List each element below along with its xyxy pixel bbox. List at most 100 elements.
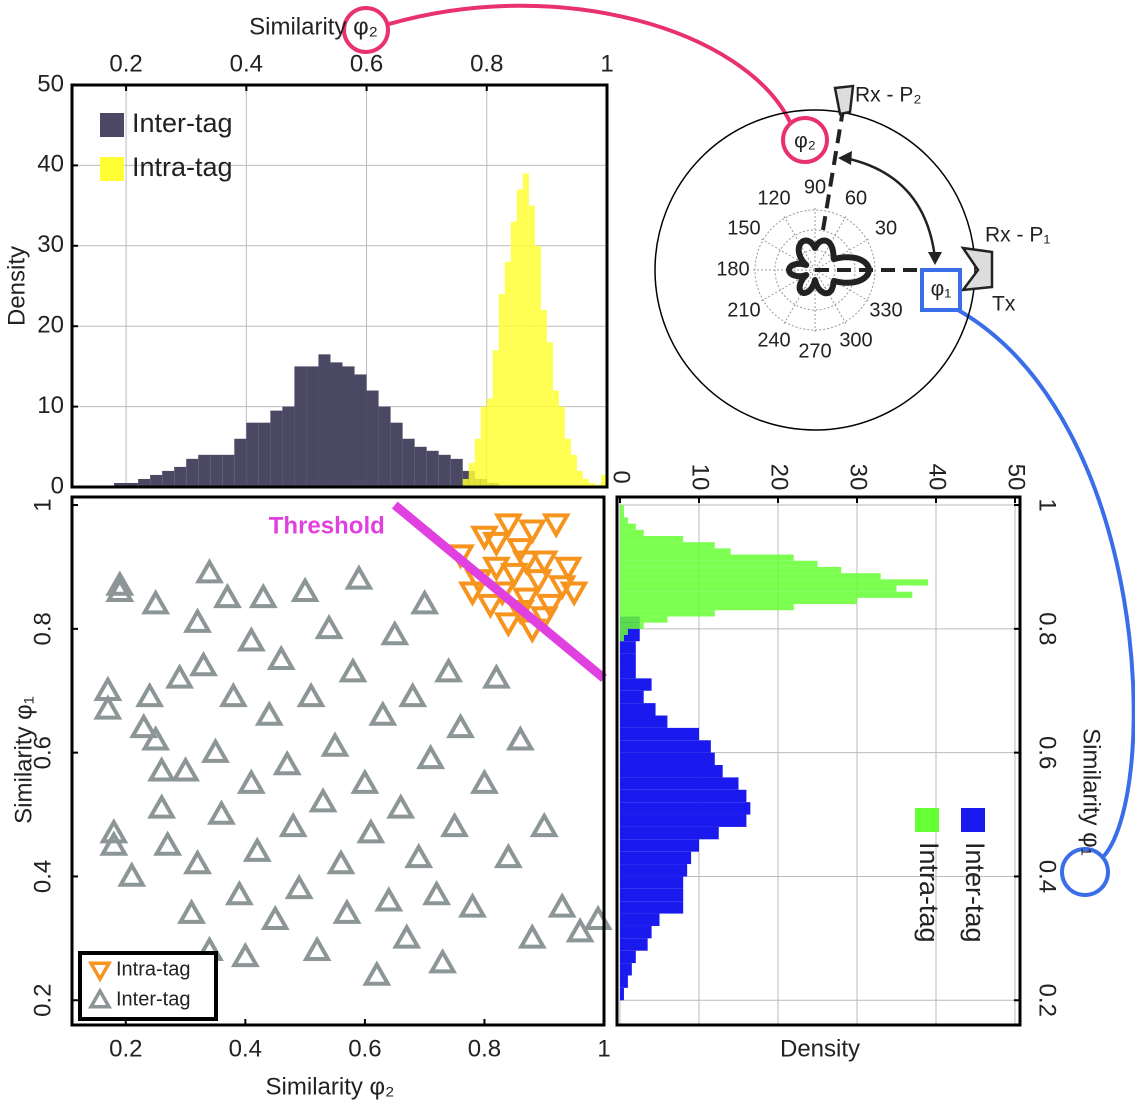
scatter-point (242, 836, 272, 862)
y-tick-label: 0 (51, 472, 64, 499)
scatter-point (129, 712, 159, 739)
scatter-point (499, 562, 529, 589)
histogram-bar (450, 458, 463, 487)
x-tick-label: 0.4 (230, 50, 263, 77)
histogram-bar (474, 438, 481, 487)
histogram-bar (552, 390, 559, 487)
scatter-point (177, 898, 206, 924)
legend-marker (87, 961, 113, 983)
histogram-bar (620, 950, 636, 964)
histogram-bar (126, 482, 139, 487)
scatter-point (416, 743, 446, 770)
histogram-bar (620, 987, 624, 1001)
scatter-point (428, 948, 458, 974)
x-tick-label: 0.6 (348, 1035, 381, 1062)
histogram-bar (528, 205, 535, 487)
scatter-point (230, 941, 260, 968)
scatter-point (308, 787, 338, 813)
legend-label: Intra-tag (914, 842, 944, 943)
scatter-point (236, 768, 266, 794)
histogram-bar (620, 566, 842, 574)
scatter-point (523, 569, 553, 595)
y-tick-label: 40 (37, 151, 64, 178)
highlight-circle (342, 6, 390, 54)
scatter-point (529, 811, 559, 838)
scatter-point (517, 519, 547, 545)
histogram-bar (620, 715, 668, 728)
scatter-point (517, 923, 547, 949)
antenna (960, 246, 994, 292)
histogram-bar (222, 454, 235, 487)
beam-line (821, 109, 845, 231)
plot-frame (615, 495, 1022, 1027)
polar-tick-label: 150 (727, 217, 760, 239)
scatter-point (410, 589, 440, 615)
histogram-bar (558, 406, 565, 487)
scatter-point (547, 892, 577, 918)
polar-annotation: φ₁ (931, 278, 952, 301)
legend-label: Inter-tag (116, 988, 190, 1010)
polar-tick-label: 30 (875, 217, 897, 239)
legend-label: Inter-tag (132, 108, 233, 138)
histogram-bar (620, 802, 751, 815)
histogram-bar (282, 406, 295, 487)
x-tick-label: 0 (608, 470, 635, 483)
scatter-point (481, 663, 511, 689)
histogram-bar (486, 398, 493, 487)
x-tick-label: 1 (597, 1035, 610, 1062)
scatter-point (218, 681, 248, 708)
x-tick-label: 10 (687, 464, 714, 491)
scatter-point (404, 842, 434, 869)
histogram-bar (210, 454, 223, 487)
histogram-bar (620, 542, 715, 549)
scatter-point (135, 681, 165, 708)
histogram-bar (498, 294, 505, 487)
scatter-point (206, 799, 236, 825)
y-tick-label: 10 (37, 392, 64, 419)
histogram-bar (620, 511, 624, 518)
polar-spoke (814, 269, 869, 302)
polar-tick-label: 90 (804, 176, 826, 198)
histogram-bar (234, 438, 247, 487)
scatter-point (362, 960, 392, 986)
scatter-point (326, 849, 356, 875)
scatter-point (356, 818, 386, 844)
y-tick-label: 0.8 (1034, 612, 1061, 645)
scatter-point (493, 513, 523, 539)
scatter-point (529, 550, 559, 576)
histogram-bar (138, 478, 151, 487)
scatter-point (398, 681, 428, 708)
polar-tick-label: 240 (757, 329, 790, 351)
scatter-point (559, 581, 589, 607)
histogram-bar (468, 462, 475, 487)
scatter-point (183, 849, 212, 875)
scatter-point (320, 731, 350, 757)
histogram-bar (620, 597, 857, 605)
scatter-point (201, 737, 230, 763)
histogram-bar (620, 622, 644, 629)
scatter-point (195, 558, 224, 584)
histogram-bar (546, 342, 553, 487)
scatter-point (171, 756, 201, 782)
histogram-bar (620, 573, 881, 580)
radiation-pattern (786, 237, 872, 297)
scatter-point (493, 612, 523, 638)
scatter-point (470, 525, 499, 552)
x-axis-title: Similarity φ₂ (266, 1073, 395, 1100)
polar-tick-label: 330 (869, 299, 902, 321)
histogram-bar (620, 616, 668, 623)
scatter-point (583, 904, 613, 931)
histogram-bar (620, 789, 747, 803)
scatter-point (386, 793, 416, 819)
histogram-bar (620, 529, 644, 536)
scatter-point (541, 513, 571, 539)
x-tick-label: 50 (1003, 464, 1030, 491)
histogram-bar (576, 470, 583, 487)
histogram-bar (620, 517, 628, 524)
x-axis-title: Density (780, 1035, 860, 1062)
histogram-bar (582, 478, 589, 487)
scatter-point (284, 873, 314, 900)
histogram-bar (620, 752, 715, 766)
histogram-bar (162, 470, 175, 487)
histogram-bar (620, 851, 692, 865)
